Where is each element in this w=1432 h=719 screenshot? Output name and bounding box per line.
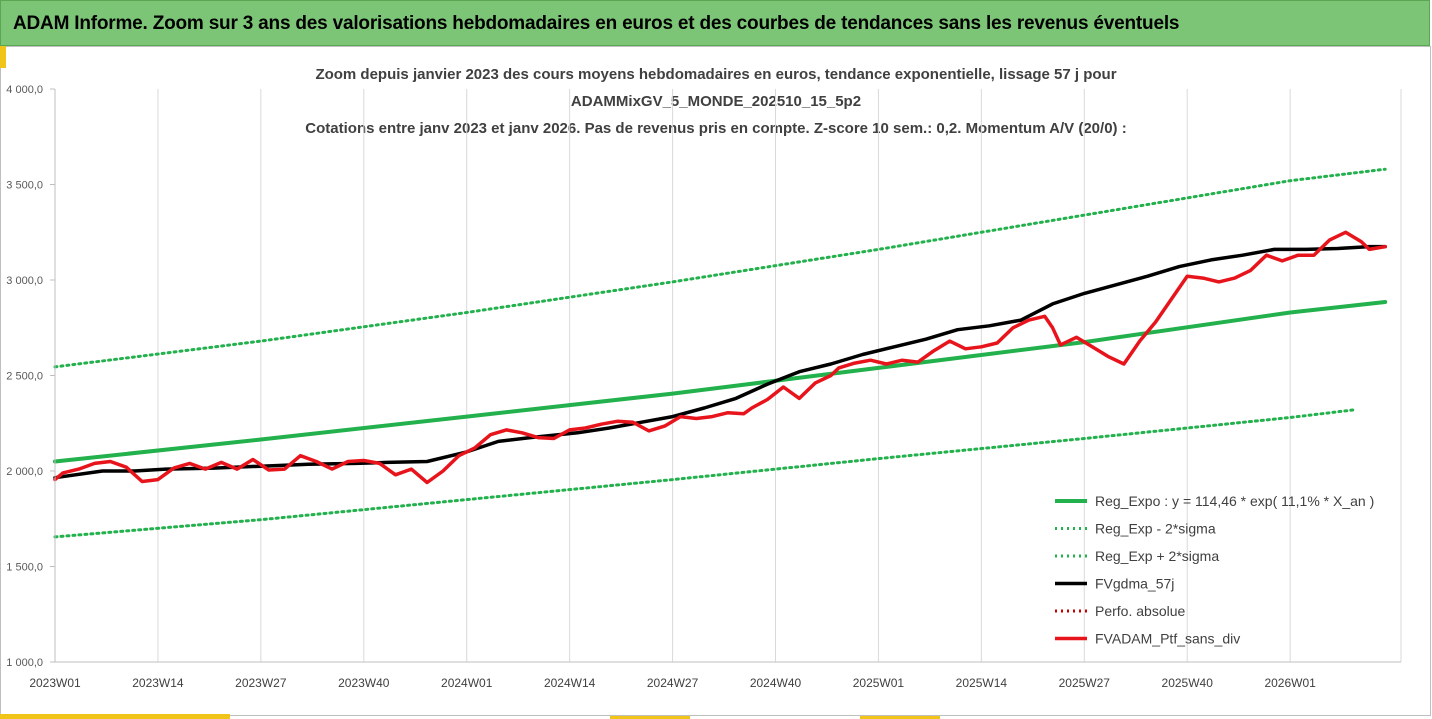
- chart-title-line-1: Zoom depuis janvier 2023 des cours moyen…: [315, 66, 1117, 83]
- series-fvadam-ptf: [53, 230, 1387, 485]
- decorative-accent-bottom-3: [860, 716, 940, 719]
- x-tick-label: 2023W14: [132, 676, 184, 690]
- y-tick-label: 3 000,0: [6, 275, 43, 287]
- x-tick-label: 2023W40: [338, 676, 390, 690]
- series-reg-plus-2sigma: [53, 167, 1387, 369]
- axis-layer: 2023W01 2023W14 2023W27 2023W40 2024W01 2024W…: [6, 84, 1401, 690]
- legend-label: Perfo. absolue: [1095, 603, 1185, 619]
- x-tick-label: 2024W40: [750, 676, 802, 690]
- legend-label: Reg_Exp + 2*sigma: [1095, 548, 1219, 564]
- series-reg-expo: [53, 300, 1388, 464]
- x-tick-label: 2026W01: [1264, 676, 1316, 690]
- series-reg-minus-2sigma: [53, 408, 1355, 539]
- legend: Reg_Expo : y = 114,46 * exp( 11,1% * X_a…: [1055, 493, 1374, 647]
- x-tick-label: 2025W14: [956, 676, 1008, 690]
- decorative-accent-bottom: [0, 714, 230, 719]
- x-tick-label: 2024W27: [647, 676, 699, 690]
- x-tick-label: 2024W14: [544, 676, 596, 690]
- x-tick-label: 2025W40: [1162, 676, 1214, 690]
- x-tick-label: 2023W27: [235, 676, 287, 690]
- y-tick-label: 2 500,0: [6, 371, 43, 383]
- series-layer: [53, 167, 1388, 539]
- legend-label: Reg_Expo : y = 114,46 * exp( 11,1% * X_a…: [1095, 493, 1374, 509]
- report-banner: ADAM Informe. Zoom sur 3 ans des valoris…: [0, 0, 1430, 46]
- x-tick-label: 2023W01: [29, 676, 81, 690]
- chart-frame: [0, 46, 1431, 716]
- y-tick-label: 1 000,0: [6, 657, 43, 669]
- legend-label: Reg_Exp - 2*sigma: [1095, 521, 1216, 537]
- y-tick-label: 1 500,0: [6, 562, 43, 574]
- decorative-accent-bottom-2: [610, 716, 690, 719]
- decorative-accent: [0, 46, 6, 68]
- x-tick-label: 2025W27: [1059, 676, 1111, 690]
- chart-title-line-2: ADAMMixGV_5_MONDE_202510_15_5p2: [570, 93, 862, 110]
- grid-layer: [54, 89, 1402, 662]
- banner-title: ADAM Informe. Zoom sur 3 ans des valoris…: [13, 13, 1180, 34]
- y-tick-label: 3 500,0: [6, 180, 43, 192]
- legend-label: FVADAM_Ptf_sans_div: [1095, 631, 1240, 647]
- series-fvgdma-57j: [53, 244, 1387, 480]
- chart-title-line-3: Cotations entre janv 2023 et janv 2026. …: [305, 120, 1127, 137]
- x-tick-label: 2025W01: [853, 676, 905, 690]
- y-tick-label: 2 000,0: [6, 466, 43, 478]
- legend-label: FVgdma_57j: [1095, 576, 1174, 592]
- y-tick-label: 4 000,0: [6, 84, 43, 96]
- x-tick-label: 2024W01: [441, 676, 493, 690]
